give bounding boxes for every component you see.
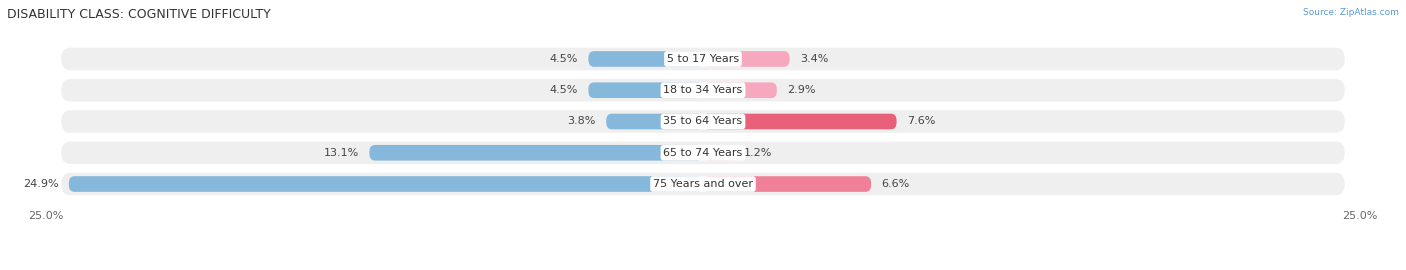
FancyBboxPatch shape — [703, 114, 897, 129]
FancyBboxPatch shape — [62, 48, 1344, 70]
Text: 25.0%: 25.0% — [1343, 211, 1378, 221]
Text: Source: ZipAtlas.com: Source: ZipAtlas.com — [1303, 8, 1399, 17]
Text: 2.9%: 2.9% — [787, 85, 815, 95]
Text: 75 Years and over: 75 Years and over — [652, 179, 754, 189]
Text: 24.9%: 24.9% — [22, 179, 59, 189]
FancyBboxPatch shape — [703, 51, 790, 67]
FancyBboxPatch shape — [703, 145, 734, 161]
FancyBboxPatch shape — [69, 176, 703, 192]
Text: 3.8%: 3.8% — [568, 116, 596, 127]
FancyBboxPatch shape — [62, 173, 1344, 195]
FancyBboxPatch shape — [703, 176, 872, 192]
Text: 4.5%: 4.5% — [550, 54, 578, 64]
Text: 7.6%: 7.6% — [907, 116, 935, 127]
Text: 18 to 34 Years: 18 to 34 Years — [664, 85, 742, 95]
Text: 6.6%: 6.6% — [882, 179, 910, 189]
Text: 4.5%: 4.5% — [550, 85, 578, 95]
FancyBboxPatch shape — [703, 82, 778, 98]
FancyBboxPatch shape — [370, 145, 703, 161]
FancyBboxPatch shape — [62, 141, 1344, 164]
Text: 65 to 74 Years: 65 to 74 Years — [664, 148, 742, 158]
Text: 35 to 64 Years: 35 to 64 Years — [664, 116, 742, 127]
Text: DISABILITY CLASS: COGNITIVE DIFFICULTY: DISABILITY CLASS: COGNITIVE DIFFICULTY — [7, 8, 271, 21]
Text: 25.0%: 25.0% — [28, 211, 63, 221]
Text: 13.1%: 13.1% — [323, 148, 359, 158]
FancyBboxPatch shape — [606, 114, 703, 129]
FancyBboxPatch shape — [588, 51, 703, 67]
Text: 3.4%: 3.4% — [800, 54, 828, 64]
FancyBboxPatch shape — [588, 82, 703, 98]
Text: 1.2%: 1.2% — [744, 148, 772, 158]
FancyBboxPatch shape — [62, 79, 1344, 102]
Text: 5 to 17 Years: 5 to 17 Years — [666, 54, 740, 64]
FancyBboxPatch shape — [62, 110, 1344, 133]
